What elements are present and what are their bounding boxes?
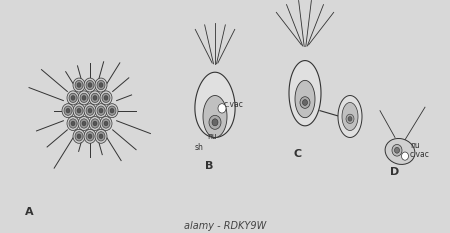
- Circle shape: [84, 78, 96, 92]
- Circle shape: [75, 132, 83, 141]
- Circle shape: [346, 114, 354, 123]
- Circle shape: [99, 134, 103, 139]
- Circle shape: [86, 80, 94, 90]
- Circle shape: [80, 93, 88, 103]
- Polygon shape: [338, 96, 362, 137]
- Polygon shape: [342, 103, 358, 130]
- Circle shape: [73, 104, 85, 118]
- Circle shape: [401, 152, 409, 160]
- Circle shape: [75, 80, 83, 90]
- Circle shape: [66, 108, 70, 113]
- Text: nu: nu: [207, 132, 217, 141]
- Circle shape: [69, 93, 77, 103]
- Circle shape: [99, 108, 103, 113]
- Circle shape: [89, 91, 101, 105]
- Circle shape: [84, 129, 96, 143]
- Circle shape: [99, 83, 103, 87]
- Circle shape: [82, 96, 86, 100]
- Circle shape: [93, 121, 97, 126]
- Circle shape: [73, 78, 85, 92]
- Circle shape: [75, 106, 83, 115]
- Circle shape: [209, 115, 221, 129]
- Text: c.vac: c.vac: [224, 100, 244, 109]
- Polygon shape: [203, 96, 227, 137]
- Text: c.vac: c.vac: [410, 150, 430, 159]
- Polygon shape: [295, 80, 315, 118]
- Circle shape: [100, 116, 112, 130]
- Circle shape: [80, 119, 88, 128]
- Text: D: D: [390, 167, 399, 177]
- Circle shape: [64, 106, 72, 115]
- Circle shape: [71, 96, 75, 100]
- Circle shape: [86, 132, 94, 141]
- Circle shape: [78, 116, 90, 130]
- Circle shape: [88, 108, 92, 113]
- Circle shape: [348, 116, 352, 121]
- Circle shape: [302, 100, 307, 105]
- Circle shape: [77, 108, 81, 113]
- Circle shape: [69, 119, 77, 128]
- Circle shape: [102, 119, 110, 128]
- Text: C: C: [293, 149, 301, 159]
- Circle shape: [395, 147, 400, 153]
- Circle shape: [91, 93, 99, 103]
- Circle shape: [91, 119, 99, 128]
- Text: nu: nu: [410, 141, 420, 150]
- Circle shape: [84, 104, 96, 118]
- Circle shape: [67, 116, 79, 130]
- Polygon shape: [289, 61, 321, 126]
- Circle shape: [97, 80, 105, 90]
- Circle shape: [106, 104, 118, 118]
- Text: A: A: [25, 207, 34, 217]
- Circle shape: [218, 104, 226, 113]
- Circle shape: [95, 129, 107, 143]
- Circle shape: [88, 134, 92, 139]
- Circle shape: [86, 106, 94, 115]
- Text: alamy - RDKY9W: alamy - RDKY9W: [184, 221, 266, 231]
- Circle shape: [88, 83, 92, 87]
- Circle shape: [82, 121, 86, 126]
- Circle shape: [89, 116, 101, 130]
- Circle shape: [77, 134, 81, 139]
- Circle shape: [73, 129, 85, 143]
- Circle shape: [392, 144, 402, 156]
- Circle shape: [95, 104, 107, 118]
- Circle shape: [78, 91, 90, 105]
- Circle shape: [104, 121, 108, 126]
- Circle shape: [212, 119, 218, 126]
- Polygon shape: [195, 72, 235, 137]
- Circle shape: [95, 78, 107, 92]
- Circle shape: [71, 121, 75, 126]
- Circle shape: [97, 132, 105, 141]
- Ellipse shape: [385, 138, 415, 164]
- Text: sh: sh: [195, 144, 204, 152]
- Circle shape: [100, 91, 112, 105]
- Circle shape: [67, 91, 79, 105]
- Circle shape: [300, 97, 310, 108]
- Circle shape: [77, 83, 81, 87]
- Circle shape: [110, 108, 114, 113]
- Circle shape: [97, 106, 105, 115]
- Circle shape: [108, 106, 116, 115]
- Text: B: B: [205, 161, 213, 171]
- Circle shape: [93, 96, 97, 100]
- Circle shape: [104, 96, 108, 100]
- Circle shape: [102, 93, 110, 103]
- Circle shape: [62, 104, 74, 118]
